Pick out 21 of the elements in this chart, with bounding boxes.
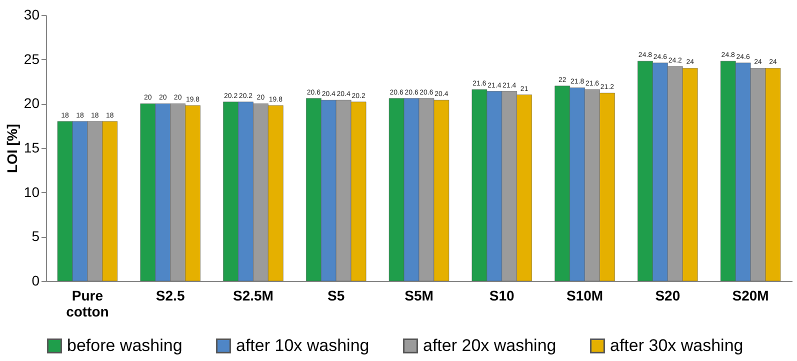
x-tick-label: S10	[489, 288, 515, 304]
legend-label: after 20x washing	[423, 336, 556, 355]
x-tick-label: S20	[655, 288, 680, 304]
x-tick-label: S2.5	[156, 288, 185, 304]
legend-label: after 10x washing	[236, 336, 370, 355]
x-tick-label: S10M	[566, 288, 604, 304]
y-tick-label: 25	[24, 50, 40, 67]
y-tick-label: 20	[24, 95, 40, 112]
x-tick-label: S2.5M	[232, 288, 274, 304]
y-tick-label: 0	[32, 272, 40, 288]
y-tick-label: 10	[24, 184, 40, 200]
legend-label: before washing	[67, 336, 182, 355]
x-tick-label: S20M	[732, 288, 769, 304]
y-tick-label: 30	[24, 6, 40, 22]
y-axis-title: LOI [%]	[4, 124, 20, 173]
x-tick-label: S5	[328, 288, 345, 304]
legend-label: after 30x washing	[610, 336, 744, 355]
x-tick-label: S5M	[404, 288, 434, 304]
y-tick-label: 5	[32, 228, 40, 244]
y-tick-label: 15	[24, 140, 40, 156]
x-tick-label: Pure cotton	[66, 288, 109, 320]
